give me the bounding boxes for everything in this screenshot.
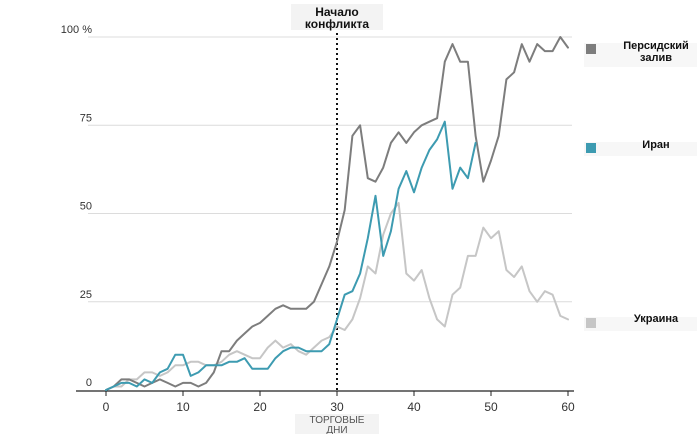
series-lines — [105, 36, 569, 391]
y-tick-label: 75 — [80, 112, 92, 124]
legend-label-2: Украина — [634, 313, 679, 325]
annotation-line1: Начало — [315, 5, 358, 19]
x-axis-label-line1: ТОРГОВЫЕ — [310, 415, 365, 426]
legend-swatch-2 — [586, 318, 596, 328]
annotation-backdrop — [291, 4, 383, 30]
legend-label-0: Персидский — [623, 40, 689, 52]
x-tick-label: 20 — [253, 400, 267, 414]
legend-label-0-line2: залив — [640, 52, 672, 64]
gridlines — [88, 36, 572, 303]
series-line-1 — [105, 120, 477, 391]
y-tick-label: 25 — [80, 289, 92, 301]
y-tick-label: 50 — [80, 201, 92, 213]
legend-backdrop — [584, 43, 697, 67]
x-axis-label-line2: ДНИ — [326, 425, 347, 434]
series-line-2 — [105, 201, 569, 391]
x-tick-label: 50 — [484, 400, 498, 414]
x-tick-label: 30 — [330, 400, 344, 414]
series-line-0 — [105, 36, 569, 391]
y-axis-ticks: 0 25 50 75 100 % — [61, 24, 92, 389]
legend-swatch-0 — [586, 44, 596, 54]
y-tick-label: 0 — [86, 377, 92, 389]
legend-backdrop — [584, 142, 697, 156]
x-tick-label: 10 — [176, 400, 190, 414]
legend-swatch-1 — [586, 143, 596, 153]
x-tick-label: 60 — [561, 400, 575, 414]
legend-label-1: Иран — [642, 139, 669, 151]
x-axis-label-backdrop — [295, 414, 379, 434]
y-tick-label: 100 % — [61, 24, 92, 36]
x-tick-label: 40 — [407, 400, 421, 414]
annotation-line2: конфликта — [305, 17, 370, 31]
legend-backdrop — [584, 317, 697, 331]
x-tick-label: 0 — [103, 400, 110, 414]
